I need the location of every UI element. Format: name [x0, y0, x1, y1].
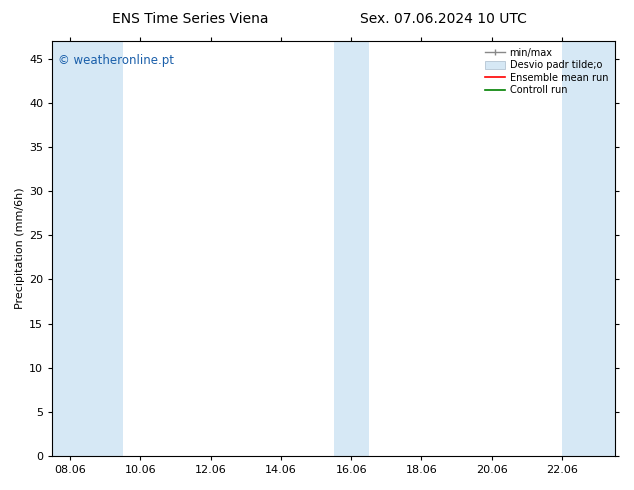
Text: ENS Time Series Viena: ENS Time Series Viena — [112, 12, 268, 26]
Y-axis label: Precipitation (mm/6h): Precipitation (mm/6h) — [15, 188, 25, 309]
Bar — [53, 41, 122, 456]
Text: © weatheronline.pt: © weatheronline.pt — [58, 54, 174, 67]
Legend: min/max, Desvio padr tilde;o, Ensemble mean run, Controll run: min/max, Desvio padr tilde;o, Ensemble m… — [483, 46, 610, 97]
Bar — [562, 41, 615, 456]
Bar — [333, 41, 369, 456]
Text: Sex. 07.06.2024 10 UTC: Sex. 07.06.2024 10 UTC — [360, 12, 527, 26]
